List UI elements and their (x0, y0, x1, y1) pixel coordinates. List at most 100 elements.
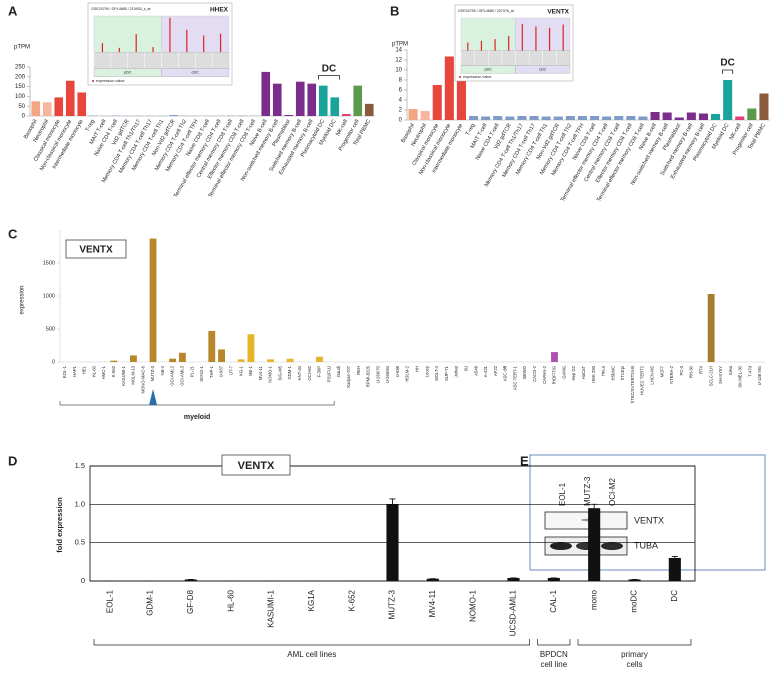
x-tick-label: F-36P (317, 366, 322, 378)
x-tick-label: U-937 (219, 365, 224, 377)
annotation-bracket (722, 69, 734, 74)
x-tick-label: T-reg (465, 123, 477, 137)
x-tick-label: GDM-1 (287, 365, 292, 379)
x-tick-label: T-47d (747, 365, 752, 376)
x-tick-label: OCI-AML2 (170, 365, 175, 385)
x-tick-label: THP-1 (209, 365, 214, 378)
bar (184, 579, 197, 581)
x-tick-label: HH (415, 366, 420, 372)
bar (747, 108, 757, 120)
bar (638, 116, 648, 120)
x-tick-label: EOL-1 (62, 365, 67, 378)
bar (493, 116, 503, 120)
x-tick-label: OCI-M2 (307, 365, 312, 380)
x-tick-label: UT-7 (228, 365, 233, 375)
bar (686, 112, 696, 120)
group-bracket (59, 401, 335, 406)
bar (481, 116, 491, 120)
inset-legend-marker (92, 80, 94, 82)
x-tick-label: moDC (630, 590, 639, 613)
x-tick-label: PL-21 (189, 365, 194, 377)
x-tick-label: KASUMI-1 (267, 589, 276, 627)
y-tick-label: 200 (15, 74, 26, 80)
x-tick-label: HL-60 (91, 365, 96, 377)
x-tick-label: K-562 (111, 365, 116, 377)
x-tick-label: ASC TERT-1 (512, 365, 517, 390)
bar (286, 358, 294, 362)
x-tick-label: fHDF/TIG (552, 366, 557, 384)
x-tick-label: MUTZ-3 (150, 365, 155, 381)
bar (364, 103, 374, 116)
x-tick-label: U-138 MG (757, 366, 762, 385)
x-tick-label: MOLT-4 (434, 365, 439, 380)
bar (341, 114, 351, 116)
group-label: primary (621, 650, 648, 659)
x-tick-label: A549 (473, 365, 478, 375)
title-box (221, 454, 291, 476)
x-tick-label: SIG-M5 (277, 365, 282, 380)
x-tick-label: HaCaT (581, 366, 586, 380)
y-tick-label: 50 (18, 104, 25, 110)
x-tick-label: Hep G2 (571, 365, 576, 380)
x-tick-label: NB-4 (160, 365, 165, 375)
bar (426, 578, 439, 581)
x-tick-label: SCLC-21H (708, 366, 713, 386)
group-label: myeloid (184, 414, 210, 421)
bar (723, 80, 733, 120)
bar (444, 56, 454, 120)
row-label: VENTX (634, 515, 664, 525)
inset-group-bg (161, 15, 230, 53)
x-tick-label: CAL-1 (549, 589, 558, 612)
x-tick-label: NTERA-2 (669, 365, 674, 384)
bar (330, 97, 340, 116)
bar (662, 112, 672, 120)
x-tick-label: ME-1 (248, 365, 253, 376)
panel-letter: D (8, 453, 17, 468)
bar (735, 116, 745, 120)
x-tick-label: DC (670, 590, 679, 602)
x-tick-label: U-698 (395, 365, 400, 377)
error-bar (671, 556, 678, 558)
y-tick-label: 100 (15, 94, 26, 100)
inset-group-bg (515, 17, 571, 51)
x-tick-label: CACO-2 (532, 365, 537, 381)
inset-legend-label: expression value (96, 79, 125, 83)
bar (698, 113, 708, 120)
bar (626, 116, 636, 120)
x-tick-label: SKNO-1 (199, 365, 204, 381)
inset-subtitle: GSE24759 / GPL4685 / 207376_at (458, 9, 514, 13)
y-tick-label: 250 (15, 65, 26, 71)
panel-letter: C (8, 226, 18, 241)
bar (507, 577, 520, 581)
error-bar (389, 498, 396, 505)
bar (551, 352, 558, 362)
lane-label: MUTZ-3 (583, 476, 592, 506)
bar (529, 116, 539, 120)
bar (353, 85, 363, 116)
group-label: cells (626, 660, 642, 669)
bar (77, 92, 87, 116)
x-tick-label: HEK 293 (591, 365, 596, 382)
x-tick-label: PC-3 (679, 365, 684, 375)
inset-group-label: pDC (124, 71, 132, 75)
y-tick-label: 0.5 (75, 538, 85, 547)
x-tick-label: Karpas-707 (346, 365, 351, 387)
bar (469, 116, 479, 120)
x-tick-label: A-431 (483, 365, 488, 377)
group-bracket (577, 639, 692, 646)
y-tick-label: 8 (399, 78, 403, 84)
x-tick-label: OCI-AML3 (180, 365, 185, 385)
x-tick-label: UCSD-AML1 (509, 589, 518, 636)
bar (247, 334, 255, 362)
x-tick-label: RT4 (698, 365, 703, 374)
x-tick-label: RPMI-8226 (366, 365, 371, 387)
bar (614, 116, 624, 120)
bar (261, 71, 271, 116)
bar (553, 116, 563, 120)
x-tick-label: SiHa (728, 365, 733, 375)
x-tick-label: P31/FUJ (326, 366, 331, 382)
bar (628, 579, 641, 581)
bar (208, 330, 216, 362)
x-tick-label: hTCEpi (620, 366, 625, 380)
y-tick-label: 10 (395, 68, 402, 74)
